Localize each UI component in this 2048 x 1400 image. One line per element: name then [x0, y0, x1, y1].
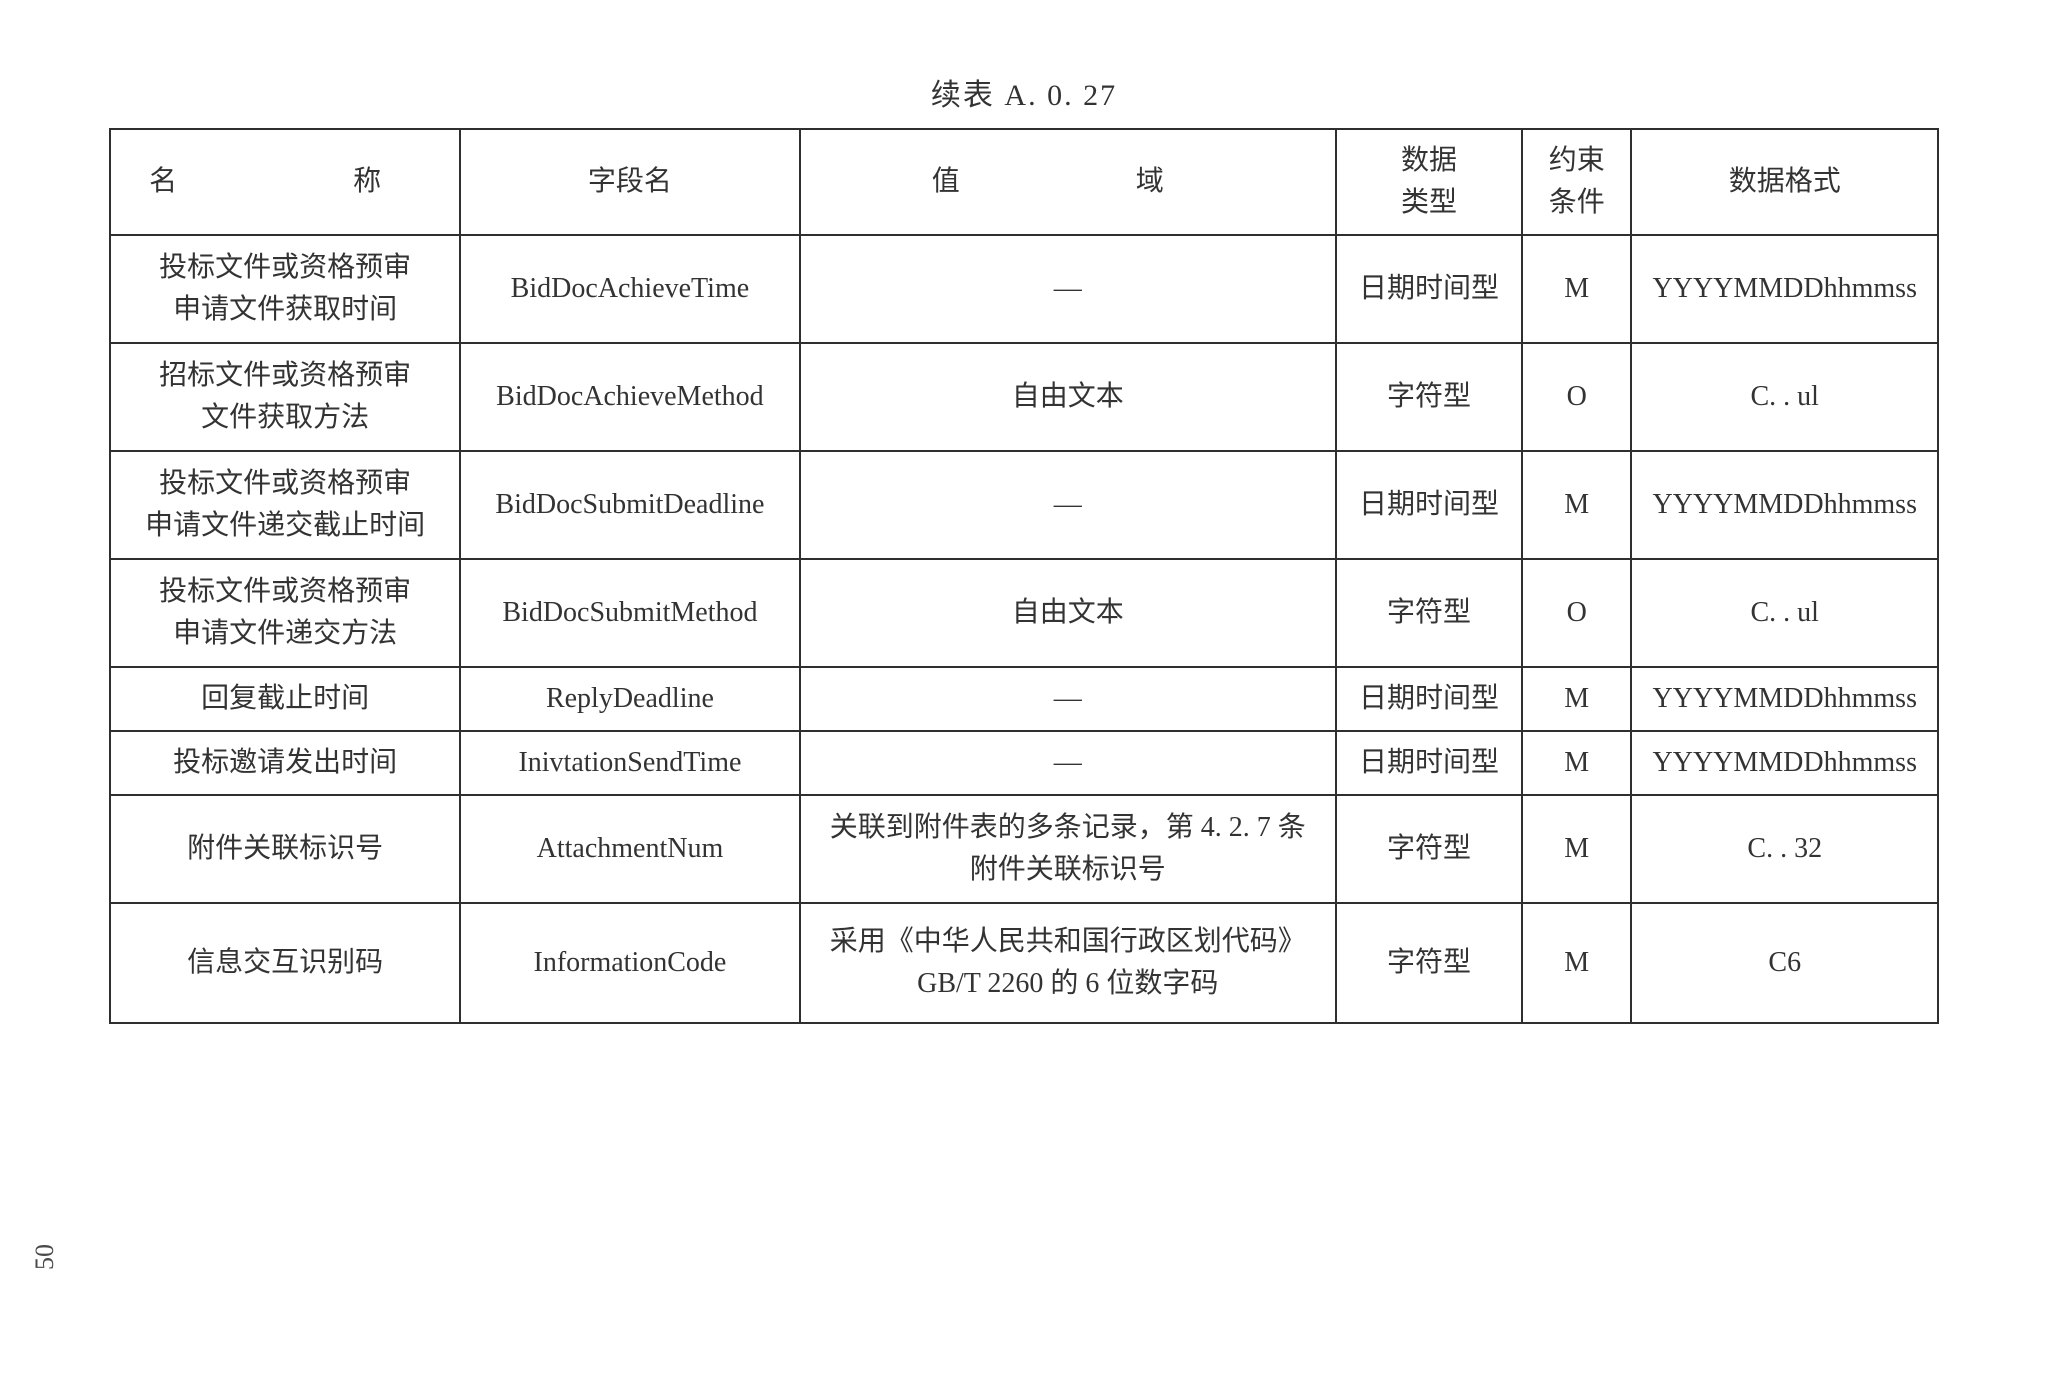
col-header-name: 名 称 — [110, 129, 460, 235]
cell-datatype: 日期时间型 — [1336, 731, 1522, 795]
cell-constraint: M — [1522, 451, 1631, 559]
cell-text: 申请文件递交截止时间 — [117, 505, 453, 547]
cell-name: 回复截止时间 — [110, 667, 460, 731]
table-row: 附件关联标识号 AttachmentNum 关联到附件表的多条记录，第 4. 2… — [110, 795, 1938, 903]
cell-field: ReplyDeadline — [460, 667, 799, 731]
cell-datatype: 字符型 — [1336, 903, 1522, 1023]
col-header-format: 数据格式 — [1631, 129, 1938, 235]
cell-domain: 采用《中华人民共和国行政区划代码》 GB/T 2260 的 6 位数字码 — [800, 903, 1336, 1023]
header-text: 名 称 — [149, 166, 421, 197]
cell-name: 投标文件或资格预审 申请文件递交截止时间 — [110, 451, 460, 559]
header-text: 值 域 — [932, 166, 1204, 197]
cell-datatype: 字符型 — [1336, 343, 1522, 451]
col-header-datatype: 数据 类型 — [1336, 129, 1522, 235]
cell-datatype: 字符型 — [1336, 795, 1522, 903]
cell-domain: — — [800, 667, 1336, 731]
cell-datatype: 日期时间型 — [1336, 235, 1522, 343]
cell-name: 投标文件或资格预审 申请文件递交方法 — [110, 559, 460, 667]
cell-format: YYYYMMDDhhmmss — [1631, 235, 1938, 343]
data-table: 名 称 字段名 值 域 数据 类型 约束 条件 数据格式 投标文件或资格预审 申… — [109, 128, 1939, 1024]
cell-domain: — — [800, 731, 1336, 795]
header-text: 数据 — [1343, 140, 1515, 182]
cell-text: — — [1054, 273, 1082, 304]
cell-constraint: O — [1522, 343, 1631, 451]
cell-constraint: M — [1522, 667, 1631, 731]
cell-field: InformationCode — [460, 903, 799, 1023]
cell-text: — — [1054, 747, 1082, 778]
table-row: 投标文件或资格预审 申请文件递交截止时间 BidDocSubmitDeadlin… — [110, 451, 1938, 559]
cell-text: — — [1054, 489, 1082, 520]
cell-name: 投标邀请发出时间 — [110, 731, 460, 795]
cell-text: 关联到附件表的多条记录，第 4. 2. 7 条 — [807, 807, 1329, 849]
cell-text: 申请文件递交方法 — [117, 613, 453, 655]
cell-format: YYYYMMDDhhmmss — [1631, 451, 1938, 559]
cell-text: 附件关联标识号 — [807, 849, 1329, 891]
cell-format: C. . ul — [1631, 559, 1938, 667]
cell-field: BidDocSubmitDeadline — [460, 451, 799, 559]
cell-datatype: 字符型 — [1336, 559, 1522, 667]
header-text: 条件 — [1529, 182, 1624, 224]
cell-field: InivtationSendTime — [460, 731, 799, 795]
cell-name: 投标文件或资格预审 申请文件获取时间 — [110, 235, 460, 343]
cell-format: C. . ul — [1631, 343, 1938, 451]
cell-constraint: M — [1522, 731, 1631, 795]
cell-format: YYYYMMDDhhmmss — [1631, 667, 1938, 731]
col-header-domain: 值 域 — [800, 129, 1336, 235]
table-row: 投标文件或资格预审 申请文件获取时间 BidDocAchieveTime — 日… — [110, 235, 1938, 343]
col-header-constraint: 约束 条件 — [1522, 129, 1631, 235]
cell-format: C. . 32 — [1631, 795, 1938, 903]
cell-name: 招标文件或资格预审 文件获取方法 — [110, 343, 460, 451]
cell-datatype: 日期时间型 — [1336, 451, 1522, 559]
col-header-field: 字段名 — [460, 129, 799, 235]
cell-domain: — — [800, 235, 1336, 343]
cell-domain: 自由文本 — [800, 343, 1336, 451]
cell-field: AttachmentNum — [460, 795, 799, 903]
cell-field: BidDocSubmitMethod — [460, 559, 799, 667]
cell-constraint: O — [1522, 559, 1631, 667]
cell-text: 投标文件或资格预审 — [117, 463, 453, 505]
page-number: 50 — [30, 1244, 60, 1270]
cell-constraint: M — [1522, 795, 1631, 903]
cell-name: 信息交互识别码 — [110, 903, 460, 1023]
cell-text: GB/T 2260 的 6 位数字码 — [807, 963, 1329, 1005]
cell-text: 招标文件或资格预审 — [117, 355, 453, 397]
cell-field: BidDocAchieveMethod — [460, 343, 799, 451]
cell-constraint: M — [1522, 903, 1631, 1023]
cell-name: 附件关联标识号 — [110, 795, 460, 903]
cell-datatype: 日期时间型 — [1336, 667, 1522, 731]
cell-text: 投标文件或资格预审 — [117, 247, 453, 289]
table-header-row: 名 称 字段名 值 域 数据 类型 约束 条件 数据格式 — [110, 129, 1938, 235]
cell-domain: — — [800, 451, 1336, 559]
cell-text: 投标文件或资格预审 — [117, 571, 453, 613]
table-caption: 续表 A. 0. 27 — [90, 70, 1958, 114]
cell-field: BidDocAchieveTime — [460, 235, 799, 343]
cell-format: YYYYMMDDhhmmss — [1631, 731, 1938, 795]
cell-text: — — [1054, 683, 1082, 714]
header-text: 约束 — [1529, 140, 1624, 182]
cell-text: 文件获取方法 — [117, 397, 453, 439]
table-row: 投标文件或资格预审 申请文件递交方法 BidDocSubmitMethod 自由… — [110, 559, 1938, 667]
cell-text: 申请文件获取时间 — [117, 289, 453, 331]
cell-domain: 自由文本 — [800, 559, 1336, 667]
table-row: 投标邀请发出时间 InivtationSendTime — 日期时间型 M YY… — [110, 731, 1938, 795]
table-row: 回复截止时间 ReplyDeadline — 日期时间型 M YYYYMMDDh… — [110, 667, 1938, 731]
table-row: 招标文件或资格预审 文件获取方法 BidDocAchieveMethod 自由文… — [110, 343, 1938, 451]
cell-text: 采用《中华人民共和国行政区划代码》 — [807, 921, 1329, 963]
cell-format: C6 — [1631, 903, 1938, 1023]
header-text: 类型 — [1343, 182, 1515, 224]
cell-domain: 关联到附件表的多条记录，第 4. 2. 7 条 附件关联标识号 — [800, 795, 1336, 903]
table-row: 信息交互识别码 InformationCode 采用《中华人民共和国行政区划代码… — [110, 903, 1938, 1023]
cell-constraint: M — [1522, 235, 1631, 343]
document-page: 续表 A. 0. 27 名 称 字段名 值 域 数据 类型 约束 条件 数据格式 — [0, 0, 2048, 1400]
